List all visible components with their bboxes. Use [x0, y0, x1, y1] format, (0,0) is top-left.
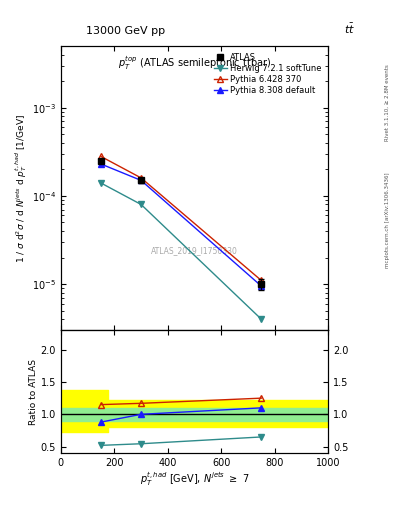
Text: Rivet 3.1.10, ≥ 2.8M events: Rivet 3.1.10, ≥ 2.8M events [385, 64, 389, 141]
Y-axis label: Ratio to ATLAS: Ratio to ATLAS [29, 359, 38, 424]
Text: $p_T^{top}$ (ATLAS semileptonic ttbar): $p_T^{top}$ (ATLAS semileptonic ttbar) [118, 55, 271, 72]
Text: mcplots.cern.ch [arXiv:1306.3436]: mcplots.cern.ch [arXiv:1306.3436] [385, 173, 389, 268]
X-axis label: $p_T^{t,had}$ [GeV], $N^{jets}$ $\geq$ 7: $p_T^{t,had}$ [GeV], $N^{jets}$ $\geq$ 7 [140, 471, 249, 488]
Text: $t\bar{t}$: $t\bar{t}$ [344, 22, 355, 36]
Text: 13000 GeV pp: 13000 GeV pp [86, 26, 165, 36]
Legend: ATLAS, Herwig 7.2.1 softTune, Pythia 6.428 370, Pythia 8.308 default: ATLAS, Herwig 7.2.1 softTune, Pythia 6.4… [212, 50, 324, 97]
Text: ATLAS_2019_I1750330: ATLAS_2019_I1750330 [151, 246, 238, 255]
Y-axis label: 1 / $\sigma$ d$^2\sigma$ / d $N^{jets}$ d $p_T^{t,had}$ [1/GeV]: 1 / $\sigma$ d$^2\sigma$ / d $N^{jets}$ … [13, 114, 29, 263]
